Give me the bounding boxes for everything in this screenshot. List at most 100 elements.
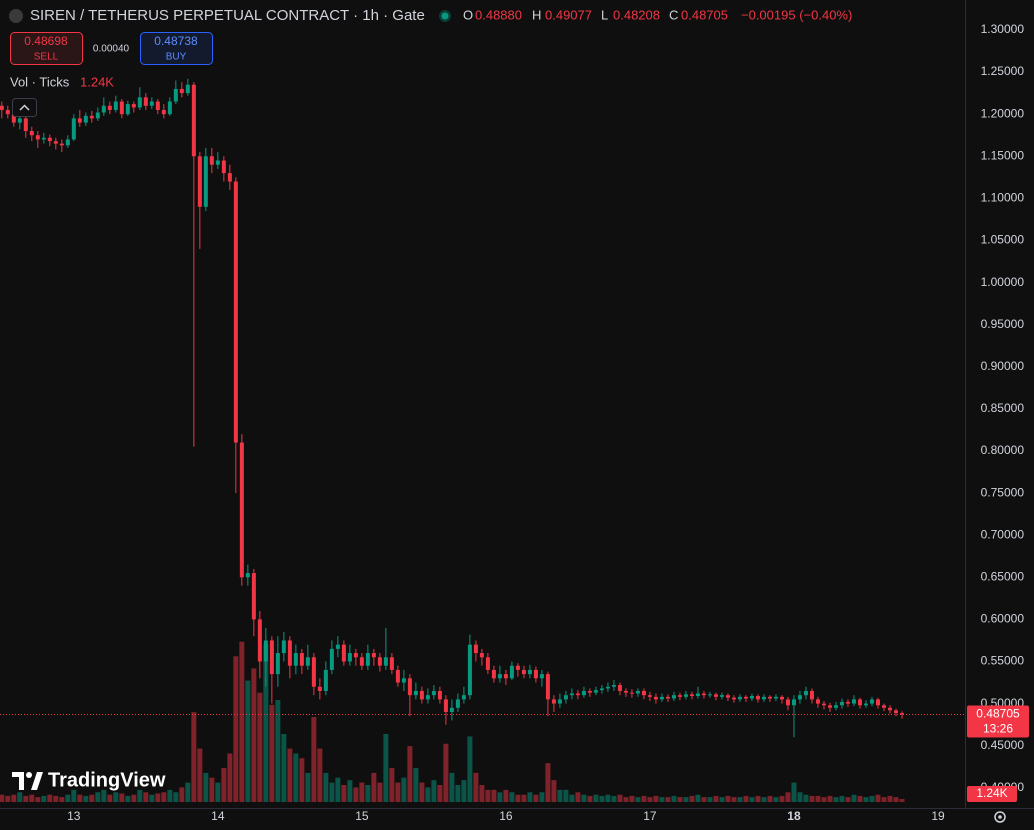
volume-bar [857, 795, 863, 802]
candle-body [539, 674, 544, 679]
volume-bar [125, 795, 131, 802]
volume-bar [713, 795, 719, 802]
volume-bar [371, 772, 377, 802]
volume-bar [761, 797, 767, 802]
volume-bar [497, 792, 503, 802]
volume-bar [257, 692, 263, 802]
candle-body [395, 669, 400, 683]
volume-bar [5, 795, 11, 802]
settings-button[interactable] [994, 811, 1006, 823]
collapse-button[interactable] [12, 98, 37, 117]
candle-body [509, 665, 514, 679]
y-tick-label: 0.55000 [981, 654, 1025, 668]
candle-body [431, 690, 436, 696]
volume-bar [209, 777, 215, 802]
candle-body [839, 701, 844, 706]
candle-body [347, 653, 352, 662]
buy-button[interactable] [140, 32, 213, 65]
candle-body [845, 701, 850, 704]
x-tick-label: 17 [643, 809, 657, 823]
candle-body [203, 156, 208, 207]
volume-bar [683, 797, 689, 802]
candle-body [23, 118, 28, 132]
volume-bar [71, 789, 77, 802]
candle-body [479, 653, 484, 658]
volume-bar [899, 798, 905, 802]
sell-label: SELL [34, 52, 59, 63]
volume-bar [89, 794, 95, 802]
volume-bar [539, 792, 545, 802]
volume-bar [521, 794, 527, 802]
candle-body [89, 115, 94, 119]
x-tick-label: 16 [499, 809, 513, 823]
x-tick-label: 19 [931, 809, 945, 823]
buy-price: 0.48738 [154, 34, 198, 48]
volume-bar [365, 785, 371, 802]
volume-bar [719, 797, 725, 802]
candle-body [611, 685, 616, 687]
volume-bar [527, 792, 533, 802]
candle-body [707, 694, 712, 696]
y-tick-label: 1.25000 [981, 64, 1025, 78]
candle-body [0, 105, 4, 110]
volume-bar [317, 748, 323, 802]
candle-body [83, 115, 88, 123]
volume-bar [395, 782, 401, 802]
volume-bar [305, 772, 311, 802]
volume-bar [191, 712, 197, 802]
volume-bar [833, 797, 839, 802]
candle-body [143, 97, 148, 106]
candle-body [293, 653, 298, 666]
volume-bar [593, 794, 599, 802]
candle-body [857, 699, 862, 706]
candle-body [365, 653, 370, 666]
candle-body [59, 143, 64, 146]
buy-label: BUY [166, 52, 187, 63]
volume-bar [809, 795, 815, 802]
volume-bar [779, 795, 785, 802]
candle-body [641, 690, 646, 696]
candle-body [593, 690, 598, 693]
candle-body [779, 696, 784, 700]
volume-bar [557, 789, 563, 802]
volume-bar [83, 795, 89, 802]
volume-bar [671, 795, 677, 802]
volume-bar [329, 782, 335, 802]
y-tick-label: 0.75000 [981, 485, 1025, 499]
candle-body [245, 573, 250, 578]
candle-body [629, 692, 634, 694]
y-tick-label: 1.15000 [981, 148, 1025, 162]
candle-body [617, 685, 622, 691]
volume-bar [491, 789, 497, 802]
volume-bar [149, 794, 155, 802]
volume-badge [967, 786, 1017, 802]
y-tick-label: 0.95000 [981, 317, 1025, 331]
volume-bar [515, 794, 521, 802]
candle-body [437, 690, 442, 700]
volume-bar [569, 794, 575, 802]
candle-body [485, 657, 490, 670]
volume-bar [821, 797, 827, 802]
volume-bar [287, 748, 293, 802]
candle-body [281, 640, 286, 654]
candle-body [371, 653, 376, 658]
sell-button[interactable] [10, 32, 83, 65]
candle-body [359, 657, 364, 666]
volume-bar [281, 734, 287, 802]
candle-body [725, 695, 730, 698]
symbol-title[interactable]: SIREN / TETHERUS PERPETUAL CONTRACT · 1h… [30, 7, 425, 24]
candle-body [791, 699, 796, 706]
symbol-icon[interactable] [9, 9, 23, 23]
candle-body [719, 695, 724, 697]
candle-body [581, 690, 586, 696]
volume-bar [41, 795, 47, 802]
candle-body [623, 690, 628, 693]
volume-bar [797, 792, 803, 802]
candle-body [569, 693, 574, 696]
candle-body [125, 104, 130, 115]
volume-bar [215, 782, 221, 802]
candle-body [863, 703, 868, 706]
market-status-dot [441, 12, 449, 20]
